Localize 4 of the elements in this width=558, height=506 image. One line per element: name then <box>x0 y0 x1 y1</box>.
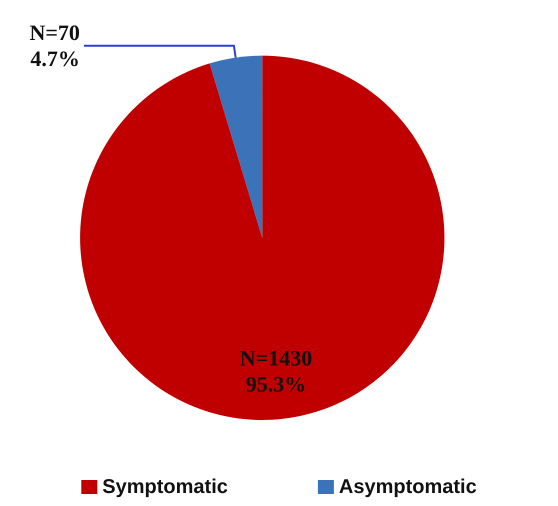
data-label: N=1430 95.3% <box>240 345 312 396</box>
legend-label: Symptomatic <box>102 476 228 498</box>
data-label: N=70 4.7% <box>29 20 80 72</box>
legend-label: Asymptomatic <box>338 476 477 498</box>
